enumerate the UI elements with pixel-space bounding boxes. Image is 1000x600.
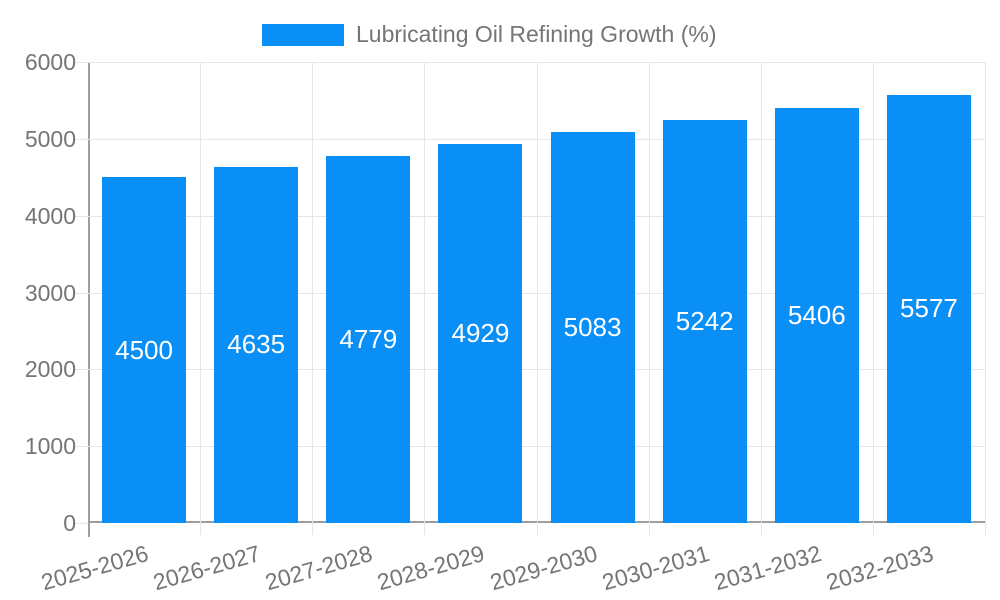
x-axis-category-label: 2031-2032	[711, 540, 824, 596]
bar-value-label: 5083	[563, 312, 622, 343]
x-axis-tick	[312, 523, 314, 535]
y-axis-tick-label: 3000	[24, 279, 76, 306]
bar[interactable]: 5406	[774, 107, 859, 523]
bar[interactable]: 5242	[662, 120, 747, 523]
y-axis-tick-label: 4000	[24, 202, 76, 229]
x-axis-tick	[424, 523, 426, 535]
bar[interactable]: 4500	[102, 177, 187, 523]
y-axis-tick	[74, 62, 88, 63]
x-axis-tick	[536, 523, 538, 535]
v-gridline	[536, 62, 538, 523]
x-axis-category-label: 2029-2030	[486, 540, 600, 596]
y-axis-tick-label: 1000	[24, 433, 76, 460]
bar[interactable]: 4635	[214, 166, 299, 523]
bar[interactable]: 4779	[326, 155, 411, 523]
bar-value-label: 4779	[339, 323, 398, 354]
x-axis-category-label: 2027-2028	[262, 540, 376, 596]
x-axis-tick	[648, 523, 650, 535]
bar-value-label: 4929	[451, 318, 510, 349]
legend-swatch	[262, 23, 344, 46]
x-axis-tick	[872, 523, 874, 535]
legend-label: Lubricating Oil Refining Growth (%)	[356, 21, 717, 47]
bar-value-label: 5577	[900, 293, 958, 324]
bar[interactable]: 4929	[438, 144, 523, 523]
y-axis-tick-label: 5000	[24, 125, 76, 152]
v-gridline	[760, 62, 762, 523]
v-gridline	[200, 62, 202, 523]
bar-value-label: 5406	[787, 299, 846, 330]
v-gridline	[985, 62, 986, 523]
y-axis-tick	[74, 369, 88, 371]
x-axis-category-label: 2032-2033	[823, 540, 937, 596]
chart-legend[interactable]: Lubricating Oil Refining Growth (%)	[262, 21, 716, 48]
y-axis-tick-label: 2000	[24, 356, 76, 383]
v-gridline	[872, 62, 874, 523]
bar[interactable]: 5083	[550, 132, 635, 523]
y-axis-tick-label: 0	[63, 510, 76, 536]
x-axis-category-label: 2026-2027	[150, 540, 264, 596]
y-axis-tick-label: 6000	[24, 49, 76, 75]
x-axis-tick	[985, 523, 986, 535]
v-gridline	[648, 62, 650, 523]
y-axis-tick	[74, 446, 88, 448]
x-axis-tick	[200, 523, 202, 535]
bar[interactable]: 5577	[886, 94, 971, 523]
x-axis-tick	[760, 523, 762, 535]
bar-value-label: 5242	[675, 306, 734, 337]
bar-value-label: 4500	[115, 334, 173, 365]
bar-value-label: 4635	[227, 329, 286, 360]
x-axis-tick	[88, 523, 90, 537]
y-axis-tick	[74, 292, 88, 294]
y-axis-tick	[74, 215, 88, 217]
x-axis-category-label: 2030-2031	[598, 540, 712, 596]
v-gridline	[312, 62, 314, 523]
v-gridline	[424, 62, 426, 523]
x-axis-category-label: 2028-2029	[374, 540, 488, 596]
y-axis-tick	[74, 138, 88, 140]
y-axis-tick	[74, 523, 88, 524]
x-axis-category-label: 2025-2026	[38, 540, 152, 596]
